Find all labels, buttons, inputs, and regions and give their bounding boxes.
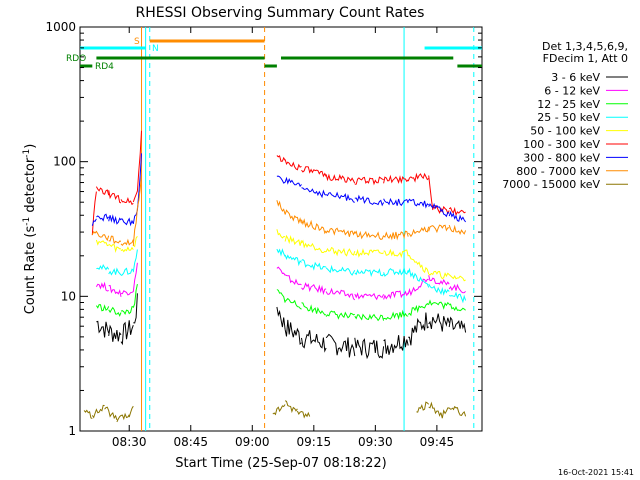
plot-frame (79, 26, 483, 432)
y-label-end: ) (23, 144, 38, 149)
legend-label: 7000 - 15000 keV (502, 178, 600, 191)
timestamp: 16-Oct-2021 15:41 (558, 468, 634, 477)
series-line (96, 293, 467, 360)
legend-label: 50 - 100 keV (530, 125, 600, 138)
x-tick-label: 09:15 (297, 435, 332, 449)
series-line (91, 130, 466, 236)
x-tick-label: 09:30 (358, 435, 393, 449)
y-tick-label: 1000 (45, 20, 76, 34)
legend-label: 25 - 50 keV (537, 111, 600, 124)
series-line (95, 229, 466, 282)
chart-title: RHESSI Observing Summary Count Rates (136, 5, 425, 21)
legend-header: FDecim 1, Att 0 (543, 52, 628, 65)
flag-label: RDO (66, 54, 86, 64)
legend-label: 3 - 6 keV (551, 71, 600, 84)
flag-label: S (134, 37, 140, 47)
legend-label: 300 - 800 keV (523, 151, 600, 164)
y-label-main: Count Rate (s (23, 226, 38, 315)
x-tick-label: 08:45 (173, 435, 208, 449)
x-axis-label: Start Time (25-Sep-07 08:18:22) (175, 456, 386, 471)
series-line (96, 248, 467, 304)
legend-header: Det 1,3,4,5,6,9, (542, 40, 628, 53)
x-tick-label: 09:00 (235, 435, 270, 449)
legend-label: 100 - 300 keV (523, 138, 600, 151)
y-tick-label: 10 (61, 289, 76, 303)
legend-label: 6 - 12 keV (544, 84, 600, 97)
y-axis-label: Count Rate (s-1 detector-1) (22, 144, 38, 315)
y-tick-label: 1 (68, 424, 76, 438)
series-line (83, 400, 467, 423)
flag-label: N (152, 44, 159, 54)
y-tick-label: 100 (53, 155, 76, 169)
y-label-sup2: -1 (22, 149, 32, 158)
legend-label: 800 - 7000 keV (516, 165, 600, 178)
legend-label: 12 - 25 keV (537, 98, 600, 111)
flag-label: RD4 (95, 62, 114, 72)
x-tick-label: 09:45 (420, 435, 455, 449)
x-tick-label: 08:30 (112, 435, 147, 449)
series-line (95, 283, 466, 322)
y-label-sup1: -1 (22, 217, 32, 226)
y-label-mid: detector (23, 157, 38, 217)
series-line (91, 153, 467, 227)
series-line (91, 175, 467, 247)
series-line (95, 262, 466, 301)
